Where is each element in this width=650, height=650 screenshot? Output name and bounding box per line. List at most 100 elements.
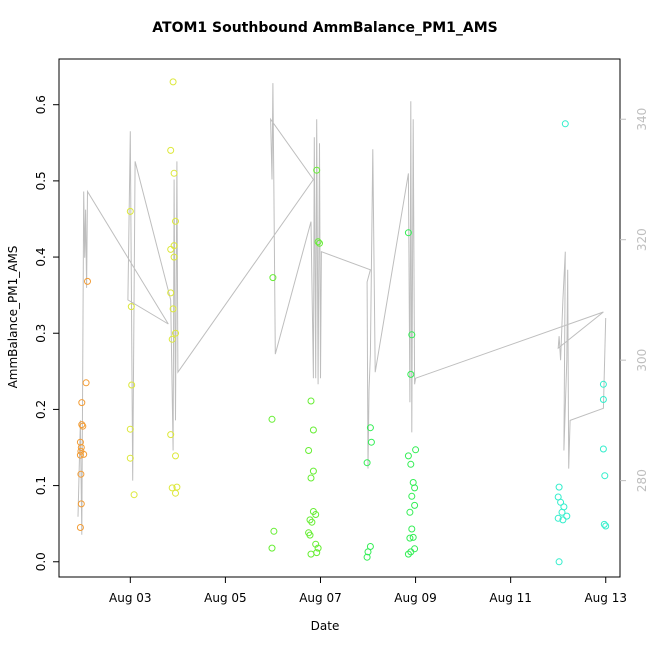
line-series	[77, 83, 607, 535]
scatter-points	[76, 78, 610, 566]
data-point	[558, 508, 566, 516]
data-point	[313, 166, 321, 174]
y-right-tick-label: 300	[635, 349, 649, 372]
data-point	[130, 491, 138, 499]
right-axis-line	[77, 83, 607, 535]
data-point	[555, 483, 563, 491]
y-right-tick-label: 280	[635, 469, 649, 492]
data-point	[407, 370, 415, 378]
data-point	[554, 514, 562, 522]
data-point	[561, 120, 569, 128]
data-point	[307, 397, 315, 405]
data-point	[168, 335, 176, 343]
data-point	[367, 438, 375, 446]
data-point	[167, 289, 175, 297]
data-point	[270, 527, 278, 535]
data-point	[308, 518, 316, 526]
data-point	[76, 438, 84, 446]
data-point	[408, 331, 416, 339]
data-point	[363, 459, 371, 467]
data-point	[363, 553, 371, 561]
data-point	[79, 422, 87, 430]
y-right-tick-label: 320	[635, 228, 649, 251]
data-point	[80, 450, 88, 458]
data-point	[559, 516, 567, 524]
data-point	[169, 78, 177, 86]
y-left-tick-label: 0.3	[34, 324, 48, 343]
x-tick-label: Aug 03	[109, 591, 152, 605]
data-point	[563, 512, 571, 520]
data-point	[406, 508, 414, 516]
data-point	[168, 484, 176, 492]
y-left-tick-label: 0.6	[34, 95, 48, 114]
y-left-tick-label: 0.5	[34, 171, 48, 190]
data-point	[309, 467, 317, 475]
data-point	[126, 454, 134, 462]
data-point	[128, 381, 136, 389]
data-point	[306, 531, 314, 539]
data-point	[409, 533, 417, 541]
data-point	[76, 451, 84, 459]
data-point	[78, 399, 86, 407]
data-point	[170, 242, 178, 250]
data-point	[268, 544, 276, 552]
data-point	[602, 522, 610, 530]
data-point	[172, 452, 179, 460]
data-point	[364, 548, 372, 556]
data-point	[268, 415, 276, 423]
data-point	[599, 396, 607, 403]
data-point	[170, 253, 178, 261]
data-point	[316, 239, 323, 247]
data-point	[404, 452, 412, 460]
data-point	[366, 424, 374, 432]
data-point	[555, 558, 563, 566]
data-point	[408, 525, 416, 533]
data-point	[312, 511, 320, 518]
data-point	[407, 548, 415, 556]
data-point	[314, 544, 322, 552]
y-right-tick-label: 340	[635, 108, 649, 131]
data-point	[82, 379, 90, 387]
data-point	[172, 217, 179, 225]
x-tick-label: Aug 11	[489, 591, 532, 605]
x-axis-label: Date	[310, 619, 340, 633]
data-point	[404, 229, 412, 237]
data-point	[309, 426, 317, 434]
data-point	[412, 446, 420, 454]
data-point	[169, 305, 177, 313]
y-axis-label: AmmBalance_PM1_AMS	[6, 245, 20, 389]
data-point	[167, 431, 175, 439]
data-point	[407, 460, 415, 468]
data-point	[167, 245, 175, 253]
data-point	[307, 474, 315, 482]
y-axis-right: 280 300 320 340	[620, 108, 649, 492]
data-point	[411, 501, 419, 509]
data-point	[77, 444, 85, 451]
data-point	[84, 277, 91, 285]
data-point	[601, 472, 609, 480]
y-axis-left: 0.0 0.1 0.2 0.3 0.4 0.5 0.6	[34, 95, 59, 571]
data-point	[172, 489, 179, 497]
data-point	[411, 545, 419, 553]
data-point	[406, 534, 414, 542]
data-point	[306, 516, 314, 524]
data-point	[126, 425, 134, 433]
data-point	[599, 380, 607, 388]
y-left-tick-label: 0.0	[34, 552, 48, 571]
data-point	[404, 550, 412, 558]
y-left-tick-label: 0.4	[34, 248, 48, 267]
chart-title: ATOM1 Southbound AmmBalance_PM1_AMS	[152, 20, 498, 36]
data-point	[314, 238, 322, 246]
data-point	[600, 520, 608, 528]
data-point	[127, 303, 135, 311]
y-left-tick-label: 0.1	[34, 476, 48, 495]
data-point	[307, 550, 315, 558]
data-point	[173, 483, 181, 491]
plot-frame	[58, 58, 621, 578]
data-point	[77, 500, 85, 508]
data-point	[77, 470, 85, 478]
data-point	[305, 447, 313, 454]
data-point	[170, 169, 178, 177]
data-point	[167, 146, 175, 154]
